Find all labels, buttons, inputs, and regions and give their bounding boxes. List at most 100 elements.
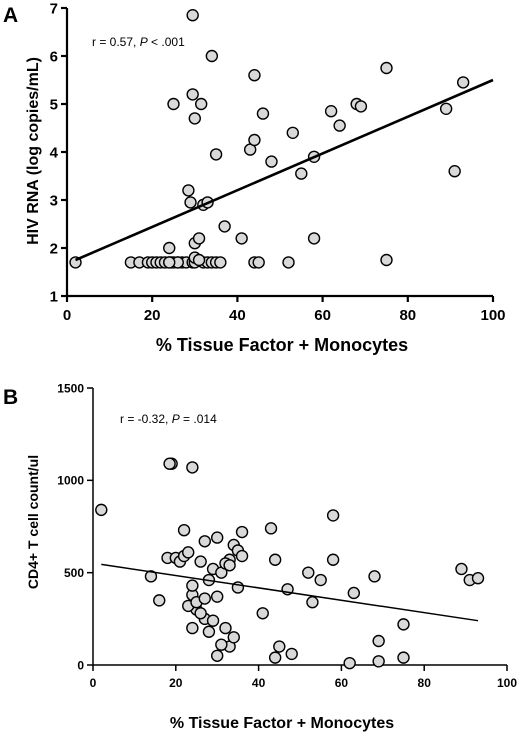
- data-point: [306, 596, 319, 609]
- data-point: [223, 559, 236, 572]
- y-axis-ticks-a: 1 2 3 4 5 6 7: [50, 0, 69, 305]
- data-point: [210, 531, 224, 544]
- x-axis-ticks-a: 0 20 40 60 80 100: [63, 294, 506, 324]
- y-tick-label: 500: [64, 566, 84, 580]
- x-axis-ticks-b: 0 20 40 60 80 100: [90, 664, 517, 690]
- annotation-b: r = -0.32, P = .014: [120, 412, 217, 426]
- data-point: [347, 586, 361, 600]
- data-point: [144, 570, 158, 583]
- data-point: [248, 68, 261, 82]
- x-axis-label-b: % Tissue Factor + Monocytes: [170, 715, 394, 732]
- data-point: [282, 256, 295, 269]
- x-tick-label: 20: [169, 676, 183, 690]
- data-point: [227, 631, 240, 644]
- x-tick-label: 80: [399, 307, 416, 324]
- regression-line-b: [101, 563, 479, 622]
- x-tick-label: 40: [229, 307, 246, 324]
- data-point: [177, 523, 191, 537]
- data-point: [285, 647, 298, 661]
- x-tick-label: 80: [418, 676, 432, 690]
- data-point: [198, 592, 211, 605]
- data-point: [307, 232, 321, 245]
- y-axis-label-b: CD4+ T cell count/ul: [25, 455, 41, 589]
- data-point: [372, 655, 385, 668]
- data-point: [235, 525, 249, 539]
- data-point: [194, 555, 207, 568]
- data-point: [235, 549, 249, 563]
- data-point: [326, 509, 340, 522]
- data-point: [215, 638, 228, 651]
- data-point: [198, 535, 211, 548]
- data-point: [186, 579, 199, 592]
- data-point: [184, 196, 197, 209]
- data-point: [186, 461, 199, 474]
- y-tick-label: 1: [50, 288, 58, 305]
- regression-line-a: [75, 78, 494, 262]
- y-tick-label: 7: [50, 0, 58, 17]
- y-tick-label: 1500: [57, 381, 84, 395]
- data-point: [368, 570, 381, 583]
- data-point: [163, 241, 176, 255]
- y-tick-label: 4: [50, 144, 59, 161]
- data-point: [314, 573, 327, 587]
- data-point: [302, 566, 315, 579]
- data-point: [186, 621, 199, 635]
- data-point: [188, 112, 202, 125]
- x-tick-label: 60: [314, 307, 331, 324]
- data-point: [194, 97, 208, 111]
- x-tick-label: 40: [252, 676, 266, 690]
- data-point: [210, 590, 224, 603]
- data-point: [163, 256, 176, 269]
- data-point: [268, 651, 282, 664]
- y-tick-label: 0: [77, 658, 84, 672]
- data-point: [163, 457, 176, 470]
- y-tick-label: 5: [50, 96, 58, 113]
- data-point: [372, 634, 385, 648]
- data-point: [268, 553, 282, 566]
- data-point: [186, 8, 199, 22]
- data-point: [219, 621, 232, 635]
- y-tick-label: 2: [50, 240, 58, 257]
- y-tick-label: 1000: [57, 474, 84, 488]
- data-point: [205, 49, 219, 63]
- data-point: [333, 119, 346, 132]
- panel-letter-b: B: [3, 386, 18, 409]
- data-point: [167, 97, 180, 111]
- data-point: [214, 256, 227, 269]
- data-point: [448, 164, 461, 178]
- data-point: [235, 232, 248, 245]
- data-point: [286, 126, 299, 140]
- panel-b: B r = -0.32, P = .014 0 500 1000 1500 0 20 40…: [3, 381, 517, 732]
- y-axis-ticks-b: 0 500 1000 1500: [57, 381, 94, 672]
- data-point: [209, 148, 223, 161]
- data-point: [273, 640, 286, 653]
- data-point: [182, 546, 195, 559]
- x-tick-label: 20: [144, 307, 161, 324]
- panel-a: A r = 0.57, P < .001 1 2 3 4 5 6 7 0 20 40 60 80 10…: [3, 0, 506, 355]
- x-tick-label: 100: [480, 307, 505, 324]
- x-tick-label: 0: [63, 307, 71, 324]
- data-point: [256, 107, 270, 120]
- x-tick-label: 0: [90, 676, 97, 690]
- data-point: [326, 553, 340, 566]
- data-point: [194, 607, 207, 620]
- data-point: [343, 656, 356, 670]
- data-point: [439, 102, 453, 116]
- data-point: [471, 572, 485, 585]
- data-point: [182, 184, 195, 197]
- annotation-a: r = 0.57, P < .001: [92, 35, 185, 49]
- y-tick-label: 6: [50, 48, 58, 65]
- data-point: [256, 607, 269, 620]
- data-point: [380, 61, 393, 75]
- data-point: [354, 100, 368, 113]
- data-point: [397, 618, 410, 631]
- data-point: [295, 167, 308, 180]
- data-point: [397, 651, 410, 664]
- data-point: [95, 503, 108, 517]
- data-point: [186, 88, 199, 101]
- data-point: [248, 133, 261, 147]
- data-point: [324, 104, 338, 118]
- data-point: [252, 256, 265, 269]
- data-point: [380, 253, 393, 267]
